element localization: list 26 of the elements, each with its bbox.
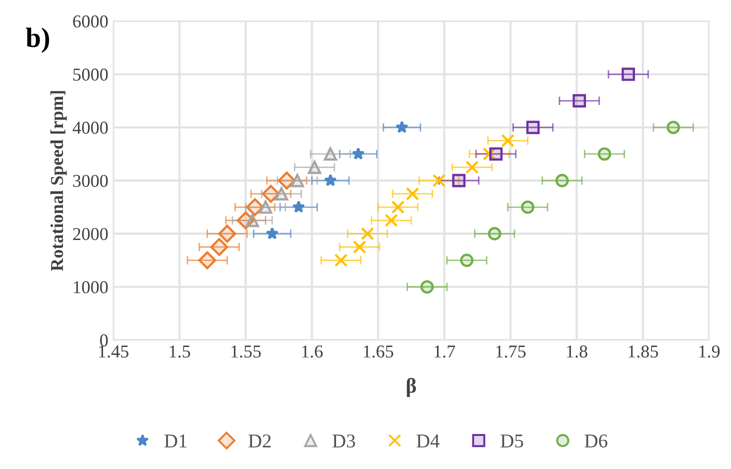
- y-tick-label: 3000: [73, 174, 108, 188]
- x-tick-label: 1.8: [566, 345, 588, 358]
- x-tick-label: 1.75: [496, 345, 526, 358]
- y-tick-label: 0: [100, 334, 108, 346]
- legend-label: D5: [500, 434, 524, 448]
- y-tick-label: 1000: [74, 281, 108, 294]
- x-tick-label: 1.45: [99, 345, 128, 358]
- legend-label: D3: [332, 434, 356, 448]
- x-axis-title: β: [406, 378, 416, 398]
- x-tick-label: 1.5: [170, 345, 190, 358]
- x-tick-label: 1.7: [434, 345, 456, 358]
- x-tick-label: 1.65: [364, 345, 394, 358]
- legend-label: D4: [416, 434, 440, 448]
- y-tick-label: 4000: [72, 122, 108, 134]
- x-tick-label: 1.85: [628, 345, 658, 358]
- x-tick-label: 1.9: [699, 345, 720, 358]
- y-tick-label: 6000: [73, 15, 108, 28]
- x-tick-label: 1.55: [231, 345, 261, 358]
- y-tick-label: 5000: [73, 68, 108, 81]
- legend-label: D2: [248, 434, 271, 448]
- chart-title: b): [26, 28, 50, 53]
- legend-label: D6: [584, 434, 608, 448]
- x-tick-label: 1.6: [302, 345, 323, 358]
- y-tick-label: 2000: [73, 228, 108, 240]
- legend-label: D1: [164, 434, 187, 448]
- y-axis-title: Rotational Speed [rpm]: [50, 91, 67, 272]
